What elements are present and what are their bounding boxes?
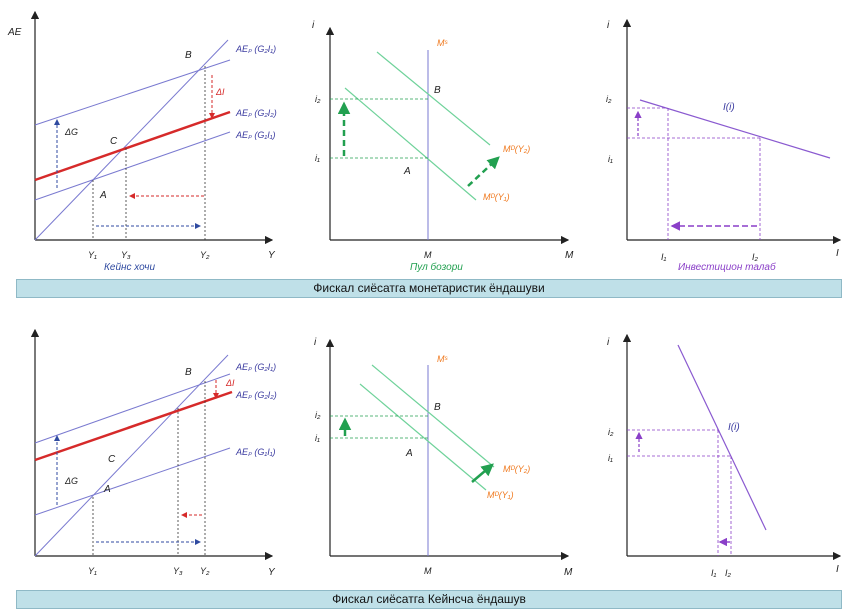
top-invest-panel: i I I(i) i₂ i₁ I₁ I₂ Инвестицион талаб	[606, 18, 842, 273]
delta-g-label: ΔG	[64, 476, 78, 486]
i1-label: i₁	[315, 433, 320, 443]
i2-label: i₂	[606, 94, 612, 104]
md1-line	[344, 87, 477, 201]
ae-red-line	[34, 110, 231, 182]
md2-line	[376, 51, 491, 146]
y3-label: Y₃	[173, 566, 183, 576]
money-caption: Пул бозори	[410, 261, 463, 273]
ms-label: Mˢ	[437, 354, 448, 364]
x-axis-label: M	[565, 250, 574, 261]
I2-label: I₂	[752, 252, 759, 262]
I2-label: I₂	[725, 568, 732, 578]
point-a: A	[103, 484, 111, 495]
keynes-caption: Кейнс хочи	[104, 262, 155, 273]
point-b: B	[434, 85, 441, 96]
I1-label: I₁	[711, 568, 717, 578]
i1-label: i₁	[608, 154, 613, 164]
ae-upper-line	[34, 59, 231, 126]
ae-upper-label: AEₚ (G₂I₁)	[235, 44, 276, 54]
ae-lower-label: AEₚ (G₁I₁)	[235, 130, 276, 140]
invest-caption: Инвестицион талаб	[678, 261, 776, 273]
i2-label: i₂	[315, 94, 321, 104]
bottom-invest-panel: i I I(i) i₂ i₁ I₁ I₂	[607, 333, 842, 578]
investment-curve	[677, 344, 767, 531]
point-b: B	[434, 402, 441, 413]
y3-label: Y₃	[121, 250, 131, 260]
ae-lower-line	[34, 131, 231, 201]
md1-label: Mᴰ(Y₁)	[483, 192, 510, 202]
bottom-keynes-panel: AEₚ (G₂I₁) AEₚ (G₂I₂) AEₚ (G₁I₁) ΔG ΔI B…	[30, 328, 277, 578]
delta-g-label: ΔG	[64, 127, 78, 137]
bottom-banner: Фискал сиёсатга Кейнсча ёндашув	[16, 590, 842, 609]
point-a: A	[99, 190, 107, 201]
i1-label: i₁	[608, 453, 613, 463]
m-label: M	[424, 566, 432, 576]
x-axis-label: I	[836, 248, 839, 259]
delta-i-label: ΔI	[225, 378, 235, 388]
i2-label: i₂	[315, 410, 321, 420]
ms-label: Mˢ	[437, 38, 448, 48]
y-axis-label: i	[312, 20, 315, 31]
demand-shift-arrow	[467, 156, 500, 187]
y2-label: Y₂	[200, 566, 210, 576]
y-axis-label: i	[607, 337, 610, 348]
ae-lower-label: AEₚ (G₁I₁)	[235, 447, 276, 457]
top-keynes-panel: AE Y AEₚ (G₂I₁) AEₚ (G₂I₂) AEₚ (G₁I₁) ΔG…	[7, 10, 277, 273]
point-a: A	[403, 166, 411, 177]
md2-label: Mᴰ(Y₂)	[503, 144, 530, 154]
I1-label: I₁	[661, 252, 667, 262]
y1-label: Y₁	[88, 566, 97, 576]
ae-lower-line	[34, 447, 231, 516]
point-c: C	[108, 454, 116, 465]
y-axis-label: i	[314, 337, 317, 348]
md2-line	[371, 364, 495, 468]
x-axis-label: I	[836, 564, 839, 575]
md1-line	[359, 383, 487, 491]
i1-label: i₁	[315, 153, 320, 163]
x-axis-label: M	[564, 567, 573, 578]
point-b: B	[185, 50, 192, 61]
x-axis-label: Y	[268, 567, 276, 578]
i2-label: i₂	[608, 427, 614, 437]
top-banner: Фискал сиёсатга монетаристик ёндашуви	[16, 279, 842, 298]
delta-i-label: ΔI	[215, 87, 225, 97]
md2-label: Mᴰ(Y₂)	[503, 464, 530, 474]
ae-upper-line	[34, 373, 231, 444]
45-degree-line	[34, 39, 229, 241]
x-axis-label: Y	[268, 250, 276, 261]
45-degree-line	[34, 354, 229, 557]
point-c: C	[110, 136, 118, 147]
y2-label: Y₂	[200, 250, 210, 260]
y-axis-label: AE	[7, 27, 22, 38]
m-label: M	[424, 250, 432, 260]
point-b: B	[185, 367, 192, 378]
curve-label: I(i)	[728, 422, 740, 433]
curve-label: I(i)	[723, 102, 735, 113]
y-axis-label: i	[607, 20, 610, 31]
bottom-money-panel: i M Mˢ Mᴰ(Y₂) Mᴰ(Y₁) i₂ i₁ B A M	[314, 337, 573, 578]
point-a: A	[405, 448, 413, 459]
investment-curve	[639, 99, 831, 159]
ae-upper-label: AEₚ (G₂I₁)	[235, 362, 276, 372]
ae-red-line	[34, 390, 233, 462]
demand-shift-arrow	[471, 463, 494, 483]
ae-red-label: AEₚ (G₂I₂)	[235, 108, 277, 118]
y1-label: Y₁	[88, 250, 97, 260]
top-money-panel: i M Mˢ Mᴰ(Y₂) Mᴰ(Y₁) i₂ i₁ B A M Пул боз…	[312, 20, 574, 273]
ae-red-label: AEₚ (G₂I₂)	[235, 390, 277, 400]
md1-label: Mᴰ(Y₁)	[487, 490, 514, 500]
